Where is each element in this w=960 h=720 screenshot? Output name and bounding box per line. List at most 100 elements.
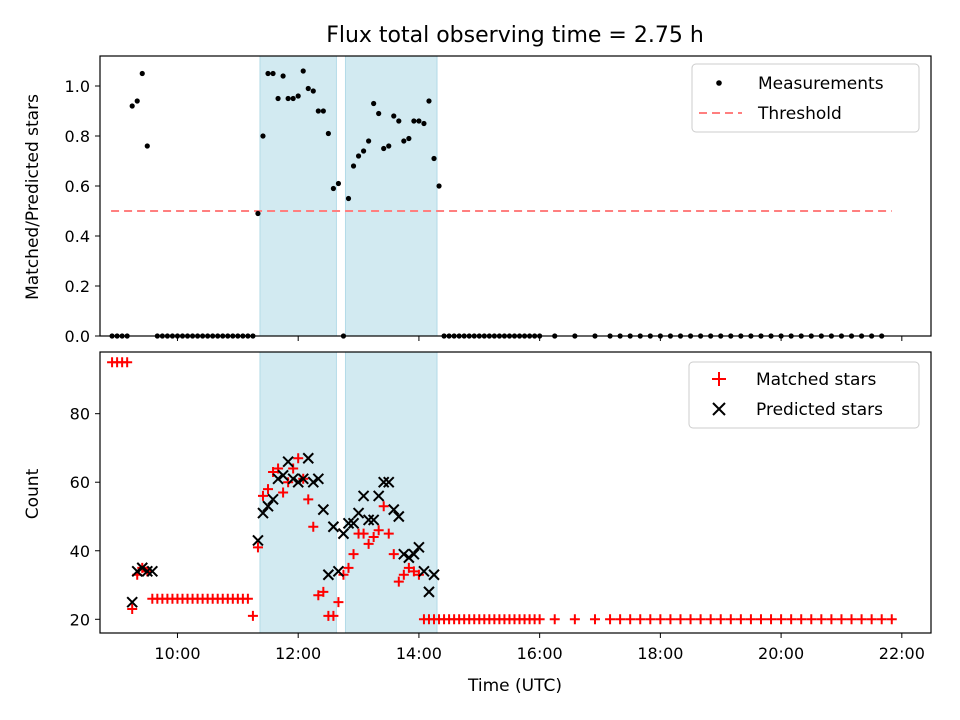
predicted-star-marker [312,473,325,485]
matched-star-marker [403,562,414,573]
threshold-legend-label: Threshold [757,104,842,124]
measurements-legend-label: Measurements [758,74,884,94]
matched-star-marker [735,614,746,625]
measurement-point [406,135,412,142]
highlight-band [344,55,438,337]
matched-star-marker [378,501,389,512]
matched-star-marker [856,614,867,625]
matched-star-marker [278,487,289,498]
measurement-point [285,95,291,102]
matched-star-marker [725,614,736,625]
measurement-point [355,153,362,159]
matched-star-marker [373,525,384,536]
predicted-star-marker [322,569,335,581]
matched-star-marker [675,614,686,625]
matched-star-marker [388,549,399,560]
matched-star-marker [605,614,616,625]
matched-star-marker [408,566,419,577]
matched-star-marker [358,528,369,539]
predicted-stars-legend-marker [712,402,726,416]
chart-axes: 0.0 0.2 0.4 0.6 0.8 1.0 20 40 60 80 10:00 12:00 14:0… [65,55,932,663]
matched-star-marker [338,569,349,580]
predicted-star-marker [267,493,279,506]
matched-star-marker [268,466,279,477]
matched-star-marker [796,614,807,625]
matched-star-marker [665,614,676,625]
predicted-star-marker [302,452,314,464]
matched-star-marker [393,576,404,587]
predicted-star-marker [362,514,375,526]
bottom-xtick-label: 10:00 [154,644,200,663]
matched-star-marker [413,569,424,580]
measurement-point [335,180,342,187]
predicted-star-marker [262,500,274,512]
top-ytick-label: 1.0 [65,77,90,96]
measurement-point [350,163,357,169]
matched-star-marker [755,614,766,625]
predicted-star-marker [252,534,264,547]
predicted-star-marker [327,521,340,533]
predicted-star-marker [317,503,330,516]
matched-star-marker [776,614,787,625]
predicted-star-marker [342,517,355,530]
matched-star-marker [745,614,756,625]
measurement-point [280,73,286,79]
matched-star-marker [705,614,716,625]
predicted-star-marker [257,507,269,519]
matched-star-marker [695,614,706,625]
top-y-axis-label: Matched/Predicted stars [23,94,43,300]
matched-star-marker [836,614,847,625]
measurement-point [391,113,397,119]
matched-star-marker [766,614,777,625]
matched-star-marker [549,614,560,625]
matched-star-marker [252,542,263,553]
measurement-point [134,98,140,104]
top-legend: Measurements Threshold [691,63,920,133]
measurement-point [270,70,276,77]
highlight-band [259,351,337,634]
predicted-star-marker [146,565,159,578]
bottom-xtick-label: 22:00 [879,644,925,663]
measurement-point [371,100,377,107]
matched-star-marker [685,614,696,625]
matched-star-marker [318,586,329,597]
measurement-point [426,98,432,104]
matched-star-marker [283,477,294,488]
bottom-plot-marks [107,357,897,625]
measurement-point [310,88,316,94]
highlight-band [259,55,337,337]
matched-star-marker [308,521,319,532]
predicted-stars-legend-label: Predicted stars [756,400,883,420]
measurement-point [129,103,135,109]
measurement-point [315,108,321,114]
matched-star-marker [303,494,314,505]
measurement-point [325,130,331,137]
matched-star-marker [293,453,304,464]
bottom-ytick-label: 80 [70,405,90,424]
predicted-star-marker [423,586,435,598]
measurement-point [396,118,402,124]
matched-star-marker [886,614,897,625]
bottom-xtick-label: 20:00 [758,644,804,663]
matched-stars-legend-marker [712,372,726,386]
bottom-xtick-label: 12:00 [275,644,321,663]
measurement-point [305,85,311,92]
matched-star-marker [288,463,299,474]
matched-star-marker [876,614,887,625]
matched-star-marker [846,614,857,625]
bottom-xtick-label: 18:00 [637,644,683,663]
matched-star-marker [343,562,354,573]
top-ytick-label: 0.2 [65,277,90,296]
matched-star-marker [368,532,379,543]
predicted-star-marker [141,565,153,578]
predicted-star-marker [352,507,365,519]
predicted-star-marker [272,473,284,485]
measurement-point [411,118,417,124]
top-ytick-label: 0.4 [65,227,90,246]
matched-star-marker [398,569,409,580]
bottom-legend-box [688,361,920,429]
measurement-point [416,118,422,124]
predicted-star-marker [372,490,385,502]
measurement-point [320,108,326,114]
